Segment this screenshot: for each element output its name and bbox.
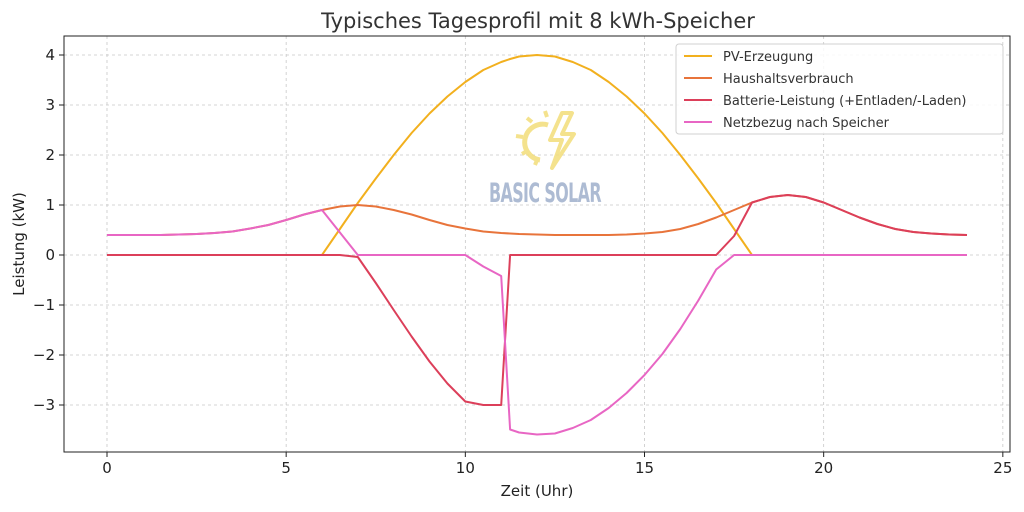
series-line-2 [107, 194, 968, 406]
legend-label: Haushaltsverbrauch [723, 72, 854, 87]
legend-label: PV-Erzeugung [723, 50, 813, 65]
x-tick-label: 15 [635, 459, 654, 477]
legend-box [675, 43, 1004, 135]
axes: 0 5 10 15 20 25 −3 −2 −1 0 1 2 3 4 [33, 35, 1012, 477]
sun-lightning-icon [515, 110, 576, 170]
y-tick-label: −3 [33, 396, 55, 414]
x-tick-label: 25 [993, 459, 1012, 477]
x-tick-label: 5 [281, 459, 291, 477]
series-line-3 [107, 209, 967, 436]
y-tick-label: 1 [45, 196, 55, 214]
x-tick-label: 20 [814, 459, 833, 477]
legend-label: Netzbezug nach Speicher [723, 116, 890, 131]
chart-title: Typisches Tagesprofil mit 8 kWh-Speicher [320, 9, 755, 33]
y-tick-label: −2 [33, 346, 55, 364]
x-axis-label: Zeit (Uhr) [501, 482, 574, 500]
y-tick-label: 0 [45, 246, 55, 264]
plot-frame [63, 35, 1011, 453]
legend: PV-Erzeugung Haushaltsverbrauch Batterie-L… [675, 43, 1004, 135]
legend-label: Batterie-Leistung (+Entladen/-Laden) [723, 94, 967, 109]
y-tick-label: 3 [45, 96, 55, 114]
watermark-logo: BASIC SOLAR [489, 110, 603, 209]
y-tick-label: 2 [45, 146, 55, 164]
x-tick-label: 0 [102, 459, 112, 477]
watermark-text: BASIC SOLAR [489, 178, 602, 209]
y-axis-label: Leistung (kW) [10, 192, 28, 296]
y-tick-label: 4 [45, 46, 55, 64]
series-lines [107, 54, 968, 436]
x-tick-label: 10 [456, 459, 475, 477]
y-tick-label: −1 [33, 296, 55, 314]
